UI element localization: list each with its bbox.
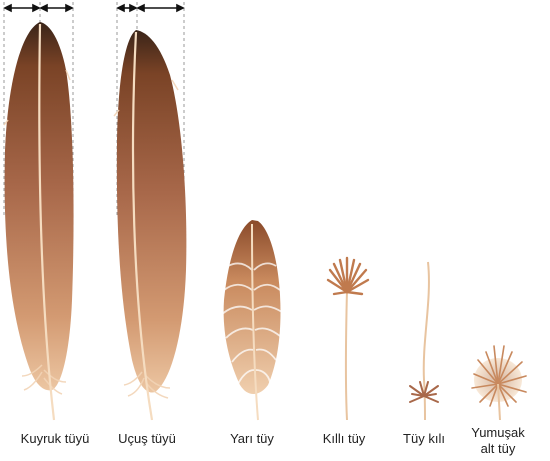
semiplume-shaft [251,223,259,421]
label-bristle: Tüy kılı [403,431,445,446]
semiplume-barbs [221,262,283,385]
tail-feather [3,22,74,421]
width-arrows [3,3,185,13]
down-feather [471,345,527,421]
filoplume-tuft [326,256,370,296]
tail-feather-vane [4,22,74,391]
filoplume-feather [326,256,370,421]
tail-feather-shaft [38,23,56,421]
filoplume-shaft [344,289,348,421]
label-flight-feather: Uçuş tüyü [118,431,176,446]
flight-feather [113,30,187,421]
down-barbs [471,345,527,407]
label-down-line2: alt tüy [481,441,516,456]
down-shaft [497,383,501,421]
label-tail-feather: Kuyruk tüyü [21,431,90,446]
flight-feather-barbs [113,79,179,399]
label-semiplume: Yarı tüy [230,431,274,446]
semiplume-feather [221,220,283,421]
measurement-guides [3,2,185,215]
flight-feather-shaft [131,31,154,421]
bristle-tuft [409,381,439,403]
tail-feather-barbs [3,69,71,395]
bristle-feather [409,261,439,421]
label-filoplume: Kıllı tüy [323,431,366,446]
bristle-shaft [422,261,430,421]
label-down-line1: Yumuşak [471,425,525,440]
flight-feather-vane [116,30,187,393]
